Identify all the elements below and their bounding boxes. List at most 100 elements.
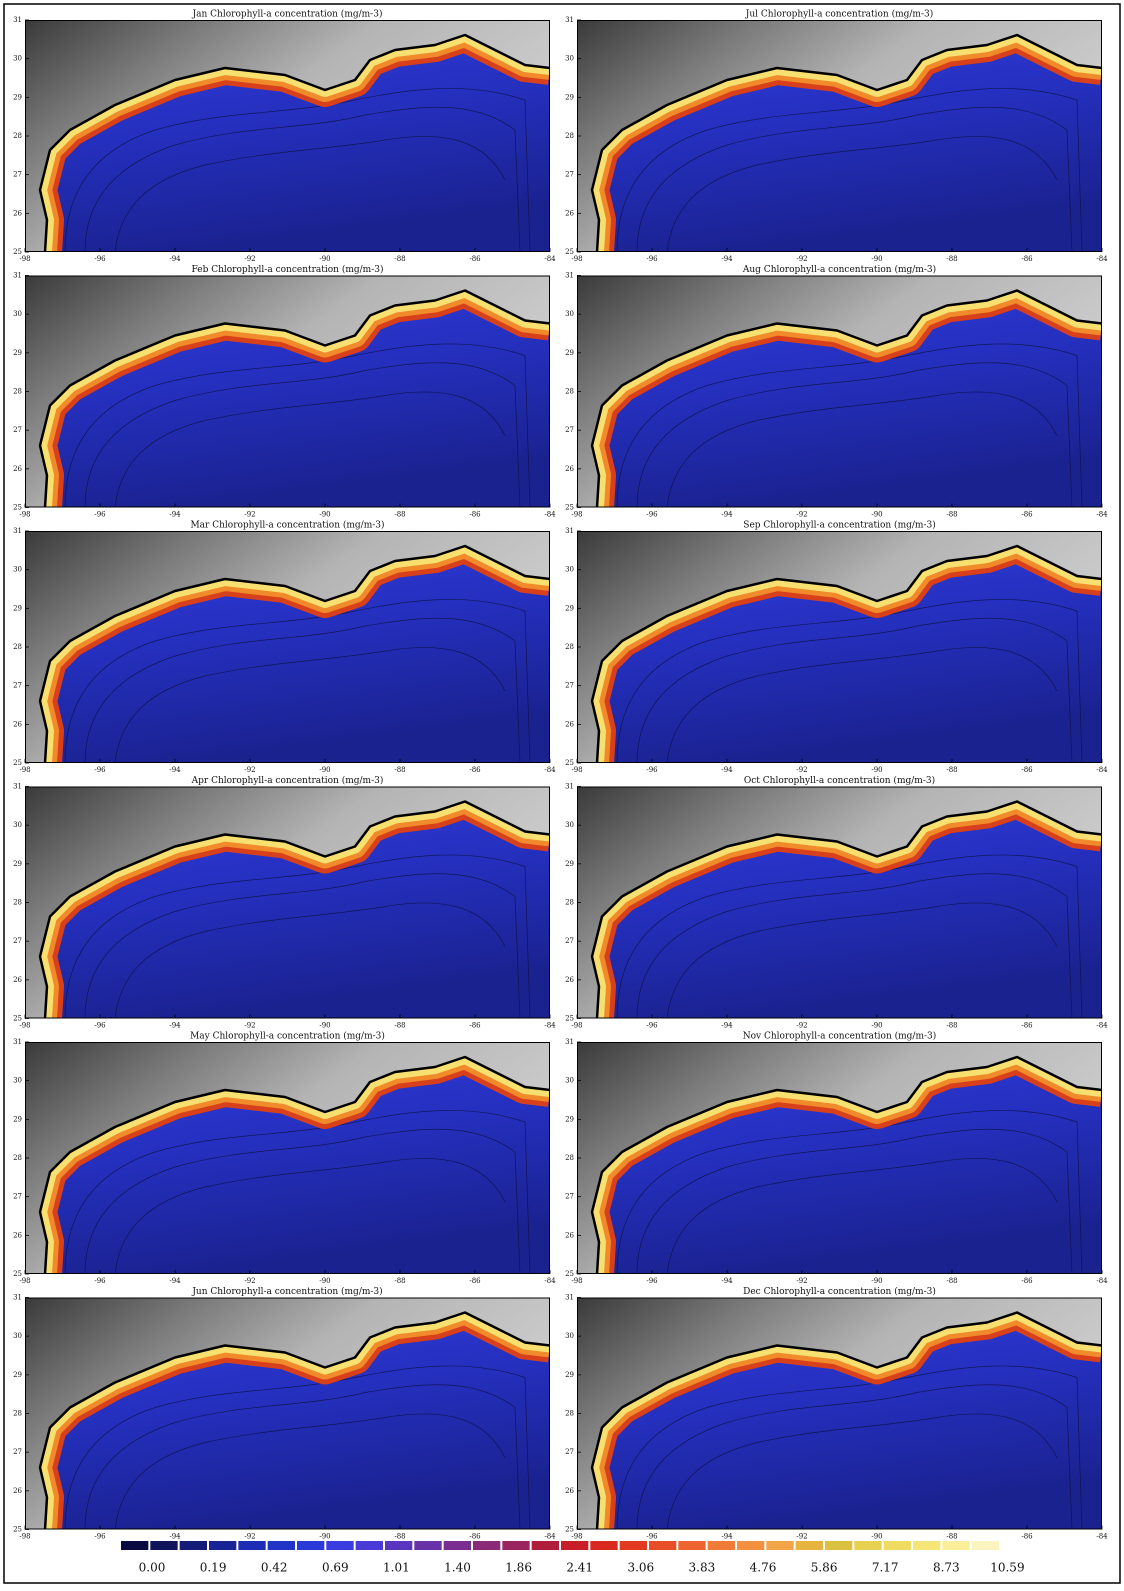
lat-tick-label: 28 [13,388,22,396]
lon-tick-label: -98 [571,1277,582,1285]
lon-tick-label: -98 [571,255,582,263]
colorbar-segment [972,1541,999,1550]
lat-tick-label: 31 [13,272,22,280]
lon-tick-label: -94 [169,1533,181,1541]
lon-tick-label: -88 [394,1022,405,1030]
lat-tick-label: 26 [565,465,574,473]
colorbar-segment [884,1541,911,1550]
panel-title: Jun Chlorophyll-a concentration (mg/m-3) [191,1286,382,1297]
map [25,1298,550,1530]
lon-tick-label: -98 [19,255,30,263]
lat-tick-label: 25 [13,1526,22,1534]
lon-tick-label: -96 [646,1277,658,1285]
lon-tick-label: -86 [1021,1533,1033,1541]
lon-tick-label: -92 [796,511,807,519]
lat-tick-label: 26 [565,976,574,984]
map [25,787,550,1019]
lon-tick-label: -88 [394,1277,405,1285]
colorbar-segment [150,1541,177,1550]
lon-tick-label: -88 [394,255,405,263]
colorbar-label: 10.59 [990,1561,1024,1575]
lon-tick-label: -92 [244,255,255,263]
lat-tick-label: 30 [13,1332,22,1340]
lon-tick-label: -86 [469,1533,481,1541]
colorbar-segment [766,1541,793,1550]
lat-tick-label: 28 [565,1154,574,1162]
lon-tick-label: -92 [796,766,807,774]
lat-tick-label: 27 [13,1448,22,1456]
lon-tick-label: -94 [721,511,733,519]
lon-tick-label: -98 [571,511,582,519]
lon-tick-label: -94 [721,1022,733,1030]
lon-tick-label: -88 [394,766,405,774]
colorbar-segment [737,1541,764,1550]
map [25,531,550,763]
lat-tick-label: 27 [13,426,22,434]
lat-tick-label: 29 [13,860,22,868]
lat-tick-label: 28 [13,1410,22,1418]
lon-tick-label: -94 [169,766,181,774]
lat-tick-label: 25 [565,504,574,512]
colorbar-label: 1.86 [505,1561,532,1575]
colorbar-segment [238,1541,265,1550]
colorbar-segment [708,1541,735,1550]
lat-tick-label: 31 [13,783,22,791]
lat-tick-label: 30 [565,1332,574,1340]
lat-tick-label: 25 [565,1015,574,1023]
lon-tick-label: -92 [796,255,807,263]
map-panel: Oct Chlorophyll-a concentration (mg/m-3)… [565,775,1108,1030]
lon-tick-label: -94 [169,1022,181,1030]
lon-tick-label: -92 [244,1022,255,1030]
lon-tick-label: -94 [169,1277,181,1285]
lat-tick-label: 26 [13,209,22,217]
lat-tick-label: 30 [565,310,574,318]
colorbar-segment [825,1541,852,1550]
map [25,20,550,252]
lon-tick-label: -94 [721,255,733,263]
lat-tick-label: 27 [565,937,574,945]
lat-tick-label: 27 [565,426,574,434]
lon-tick-label: -98 [19,1022,30,1030]
lat-tick-label: 28 [13,1154,22,1162]
panel-title: Mar Chlorophyll-a concentration (mg/m-3) [190,520,384,531]
lon-tick-label: -84 [1096,1533,1108,1541]
lat-tick-label: 26 [13,1231,22,1239]
lon-tick-label: -86 [1021,511,1033,519]
colorbar-segment [913,1541,940,1550]
lat-tick-label: 25 [13,248,22,256]
colorbar-segment [473,1541,500,1550]
lon-tick-label: -98 [19,1533,30,1541]
lat-tick-label: 25 [13,504,22,512]
lat-tick-label: 26 [13,465,22,473]
lat-tick-label: 29 [565,93,574,101]
colorbar-segment [444,1541,471,1550]
colorbar-segment [678,1541,705,1550]
lat-tick-label: 26 [565,209,574,217]
lon-tick-label: -84 [544,1022,556,1030]
lon-tick-label: -84 [544,511,556,519]
lon-tick-label: -84 [544,255,556,263]
lon-tick-label: -88 [946,255,957,263]
map-panel: Sep Chlorophyll-a concentration (mg/m-3)… [565,520,1108,775]
map-panel: Feb Chlorophyll-a concentration (mg/m-3)… [13,264,556,519]
lon-tick-label: -90 [319,766,330,774]
lon-tick-label: -88 [946,1277,957,1285]
lon-tick-label: -90 [871,511,882,519]
lat-tick-label: 29 [13,604,22,612]
colorbar: 0.000.190.420.691.011.401.862.413.063.83… [121,1541,1025,1575]
lat-tick-label: 27 [13,937,22,945]
colorbar-label: 1.40 [444,1561,471,1575]
colorbar-label: 7.17 [872,1561,899,1575]
lat-tick-label: 29 [13,1115,22,1123]
lat-tick-label: 29 [13,93,22,101]
lat-tick-label: 30 [565,566,574,574]
colorbar-label: 2.41 [566,1561,593,1575]
map [25,276,550,508]
lat-tick-label: 26 [565,720,574,728]
lat-tick-label: 25 [565,1526,574,1534]
colorbar-segment [590,1541,617,1550]
lat-tick-label: 26 [13,976,22,984]
map-panel: Apr Chlorophyll-a concentration (mg/m-3)… [13,775,556,1030]
colorbar-segment [414,1541,441,1550]
lat-tick-label: 31 [565,1038,574,1046]
